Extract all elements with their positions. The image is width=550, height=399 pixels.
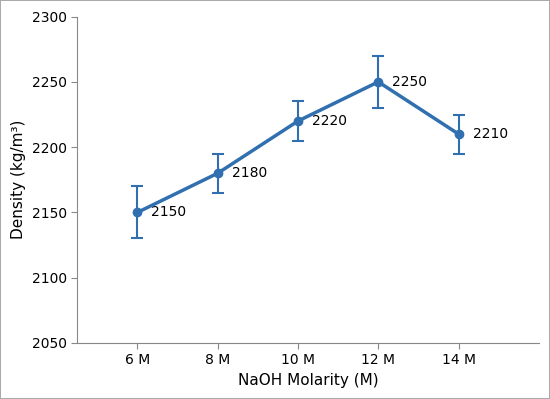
- Text: 2150: 2150: [151, 205, 186, 219]
- Text: 2180: 2180: [232, 166, 267, 180]
- Text: 2250: 2250: [392, 75, 427, 89]
- Text: 2210: 2210: [472, 127, 508, 141]
- X-axis label: NaOH Molarity (M): NaOH Molarity (M): [238, 373, 378, 388]
- Text: 2220: 2220: [312, 114, 347, 128]
- Y-axis label: Density (kg/m³): Density (kg/m³): [11, 120, 26, 239]
